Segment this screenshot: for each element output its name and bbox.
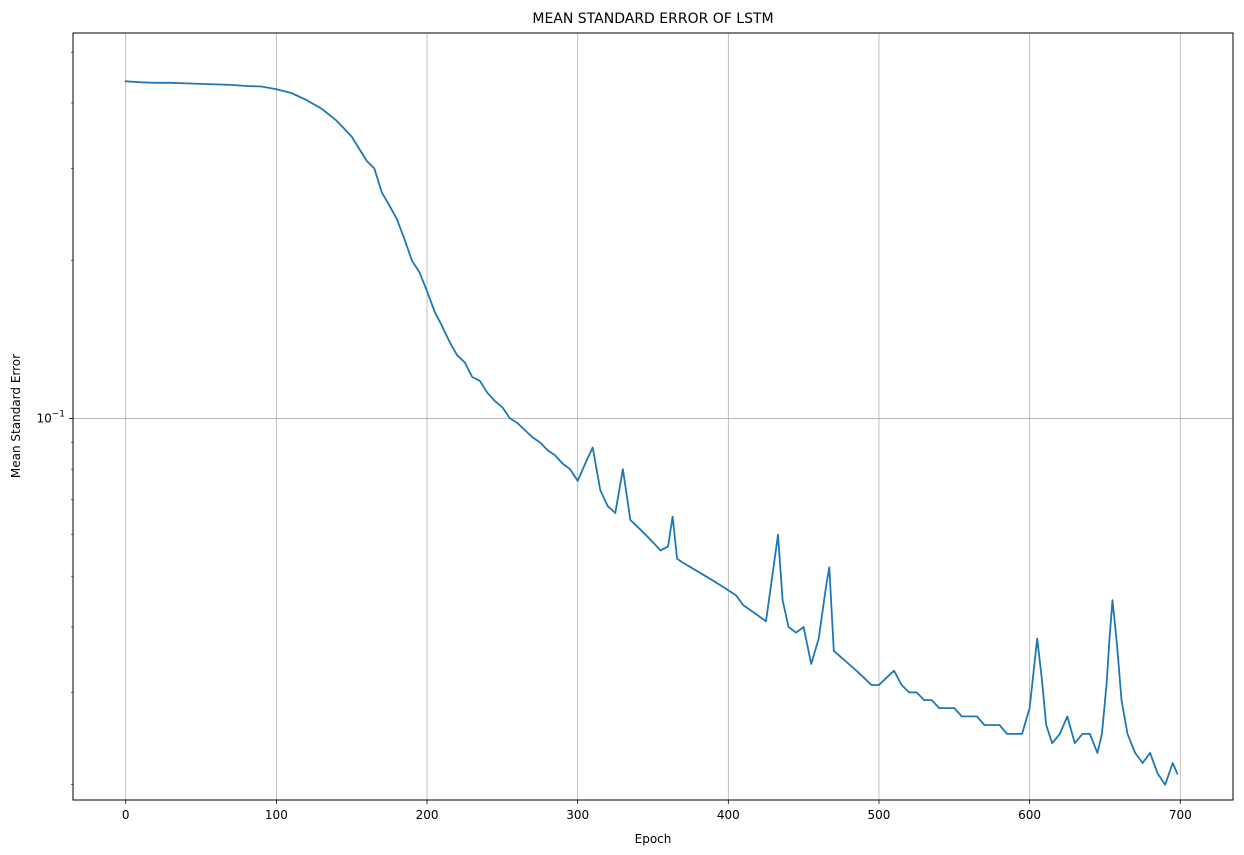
- plot-area: [124, 80, 1179, 786]
- x-axis: 0 100 200 300 400 500 600 700: [122, 800, 1192, 822]
- chart-title: MEAN STANDARD ERROR OF LSTM: [532, 11, 773, 27]
- grid: [73, 33, 1233, 800]
- x-tick-label: 700: [1169, 808, 1192, 822]
- x-axis-label: Epoch: [635, 832, 672, 846]
- x-tick-label: 500: [868, 808, 891, 822]
- x-tick-label: 0: [122, 808, 130, 822]
- y-axis-label: Mean Standard Error: [9, 354, 23, 478]
- x-tick-label: 400: [717, 808, 740, 822]
- x-tick-label: 600: [1018, 808, 1041, 822]
- y-tick-label: 10−1: [36, 409, 65, 425]
- x-tick-label: 200: [416, 808, 439, 822]
- x-tick-label: 100: [265, 808, 288, 822]
- series-line: [124, 80, 1179, 786]
- x-tick-label: 300: [566, 808, 589, 822]
- axes-frame: [72, 32, 1234, 801]
- y-axis: 10−1: [36, 51, 73, 786]
